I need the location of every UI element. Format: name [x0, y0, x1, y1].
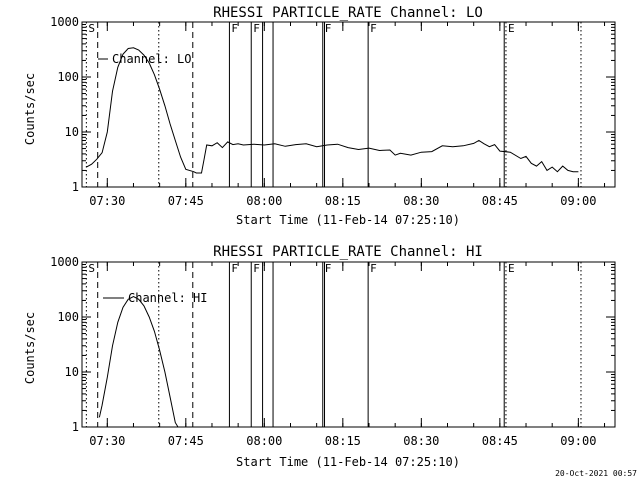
x-tick-label: 08:30	[403, 434, 439, 448]
y-tick-label: 10	[65, 125, 79, 139]
x-tick-label: 08:45	[482, 194, 518, 208]
legend-label-lo: Channel: LO	[112, 52, 191, 66]
y-tick-label: 1000	[50, 255, 79, 269]
legend-label-hi: Channel: HI	[128, 291, 207, 305]
flag-label-E: E	[508, 22, 515, 35]
y-tick-label: 100	[57, 310, 79, 324]
generation-timestamp: 20-Oct-2021 00:57	[555, 469, 637, 478]
flag-label-F: F	[253, 262, 260, 275]
x-tick-label: 07:45	[168, 434, 204, 448]
flag-label-F: F	[325, 262, 332, 275]
chart-title-hi: RHESSI PARTICLE_RATE Channel: HI	[213, 244, 483, 260]
flag-label-F: F	[231, 22, 238, 35]
x-tick-label: 07:30	[89, 434, 125, 448]
x-tick-label: 08:30	[403, 194, 439, 208]
x-tick-label: 08:45	[482, 434, 518, 448]
panel-lo: RHESSI PARTICLE_RATE Channel: LO Start T…	[23, 5, 616, 227]
chart-title-lo: RHESSI PARTICLE_RATE Channel: LO	[213, 5, 483, 21]
y-tick-label: 100	[57, 70, 79, 84]
y-axis-label-hi: Counts/sec	[23, 312, 37, 384]
x-axis-label-lo: Start Time (11-Feb-14 07:25:10)	[236, 213, 460, 227]
x-tick-label: 07:30	[89, 194, 125, 208]
x-tick-label: 08:15	[325, 434, 361, 448]
flag-label-F: F	[253, 22, 260, 35]
panel-hi: RHESSI PARTICLE_RATE Channel: HI Start T…	[23, 244, 616, 469]
x-tick-label: 09:00	[560, 434, 596, 448]
flag-label-E: E	[508, 262, 515, 275]
flag-label-F: F	[325, 22, 332, 35]
flag-label-S: S	[88, 262, 95, 275]
flag-label-F: F	[231, 262, 238, 275]
y-tick-label: 1	[72, 180, 79, 194]
plot-frame	[81, 21, 616, 188]
flag-label-F: F	[370, 22, 377, 35]
series-line-channelhi	[98, 296, 179, 428]
y-axis-label-lo: Counts/sec	[23, 73, 37, 145]
flag-label-S: S	[88, 22, 95, 35]
series-line-channello	[86, 47, 579, 174]
x-tick-label: 08:00	[246, 434, 282, 448]
y-tick-label: 1000	[50, 15, 79, 29]
x-axis-label-hi: Start Time (11-Feb-14 07:25:10)	[236, 455, 460, 469]
x-tick-label: 09:00	[560, 194, 596, 208]
y-tick-label: 1	[72, 420, 79, 434]
x-tick-label: 08:15	[325, 194, 361, 208]
x-tick-label: 08:00	[246, 194, 282, 208]
y-tick-label: 10	[65, 365, 79, 379]
x-tick-label: 07:45	[168, 194, 204, 208]
flag-label-F: F	[370, 262, 377, 275]
plot-frame	[81, 261, 616, 428]
